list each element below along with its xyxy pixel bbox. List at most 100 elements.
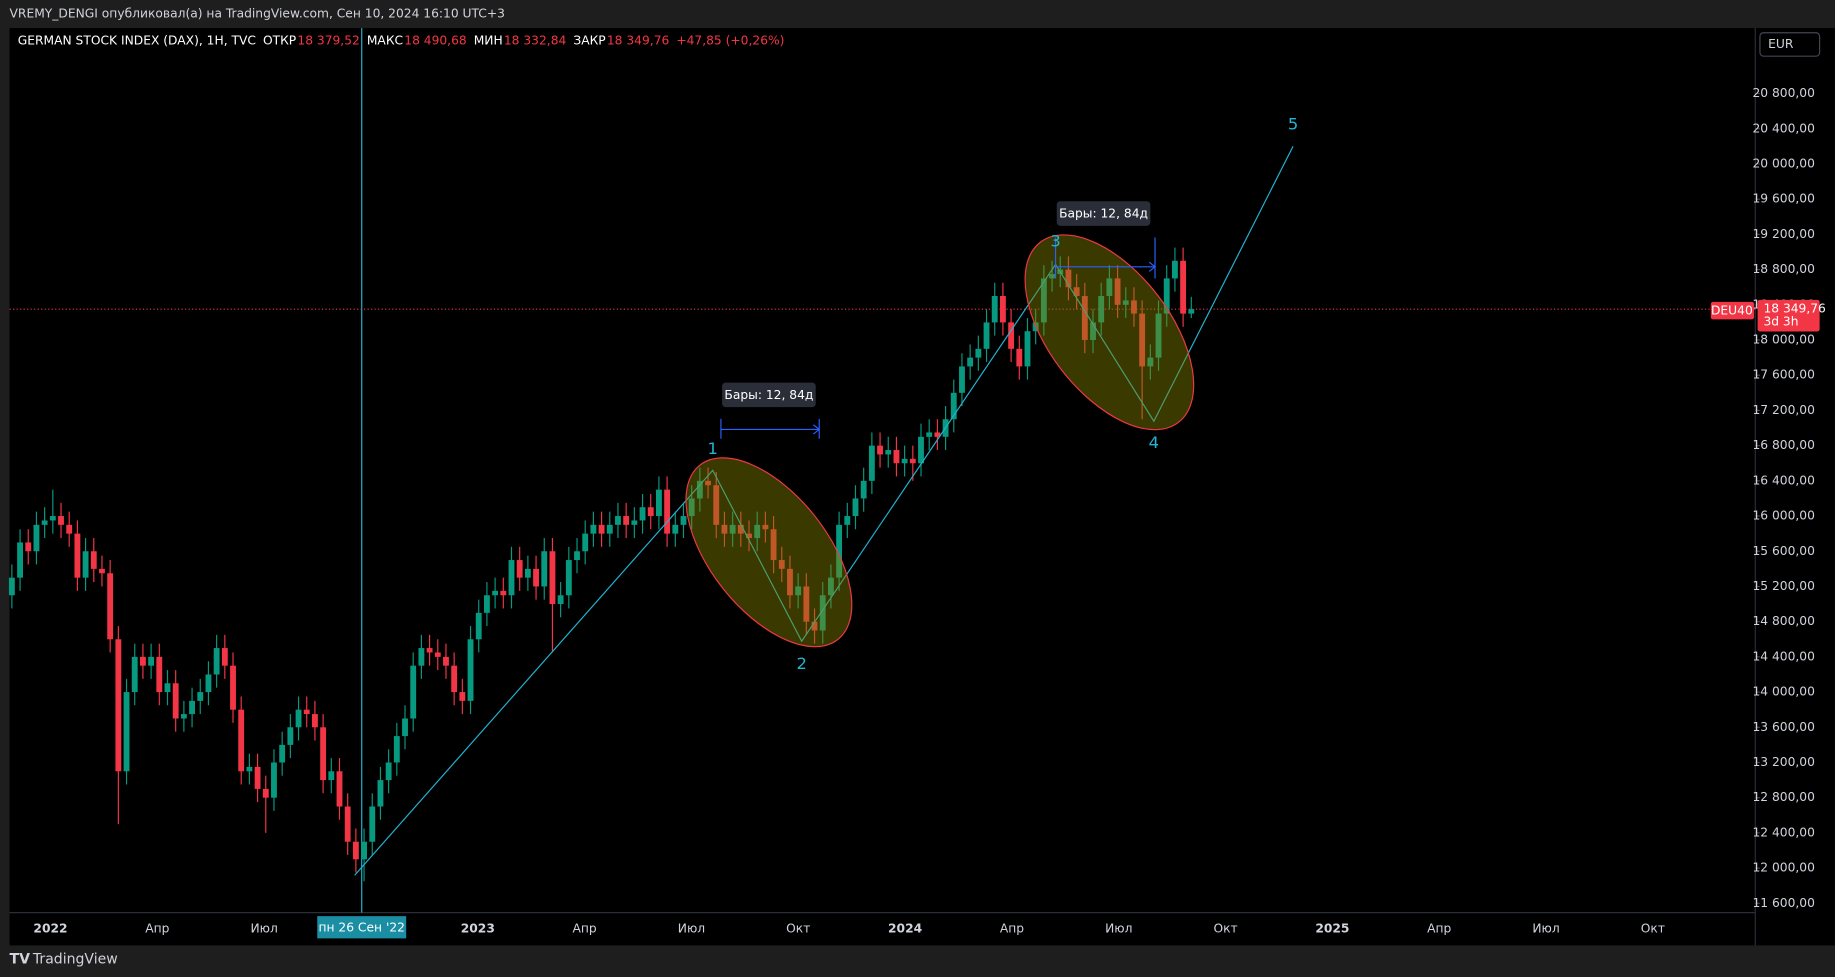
x-tick-label: Апр: [1000, 922, 1024, 936]
candle-body: [516, 560, 523, 578]
candle-body: [328, 771, 335, 781]
candle-body: [82, 551, 89, 578]
candle-body: [672, 524, 679, 534]
candle-body: [336, 771, 343, 807]
candle-body: [475, 612, 482, 640]
candle-body: [811, 621, 818, 631]
candle-body: [680, 516, 687, 525]
candle-body: [1155, 313, 1162, 358]
candle-body: [778, 560, 785, 569]
wave-line: [354, 145, 1294, 876]
candle-body: [254, 766, 261, 789]
ellipse: [685, 457, 853, 648]
symbol-box: [1710, 301, 1755, 320]
candle-body: [221, 648, 228, 666]
candle-body: [901, 458, 908, 464]
candle-body: [164, 683, 171, 693]
candle-body: [983, 322, 990, 349]
y-tick-label: 14 000,00: [1752, 685, 1814, 699]
range-label-box: [722, 382, 816, 408]
candle-body: [975, 348, 982, 358]
candle-body: [999, 296, 1006, 323]
candle-body: [795, 586, 802, 596]
candle-body: [17, 542, 23, 578]
candle-body: [623, 516, 630, 525]
candle-body: [885, 450, 892, 455]
candle-body: [582, 533, 589, 552]
y-tick-label: 19 600,00: [1752, 192, 1814, 206]
y-tick-label: 17 600,00: [1752, 368, 1814, 382]
candle-body: [426, 648, 433, 653]
y-tick-label: 14 400,00: [1752, 649, 1814, 663]
candle-body: [1188, 309, 1195, 314]
candle-body: [1090, 322, 1096, 341]
legend-value: 18 490,68: [404, 33, 466, 47]
y-tick-label: 20 800,00: [1752, 86, 1814, 100]
legend-name: МИН: [474, 33, 503, 47]
candle-body: [238, 709, 245, 772]
x-tick-label: Апр: [145, 922, 169, 936]
candle-body: [279, 744, 286, 763]
candle-body: [557, 595, 564, 605]
candle-body: [33, 524, 40, 552]
candle-body: [205, 674, 212, 693]
header: VREMY_DENGI опубликовал(а) на TradingVie…: [10, 7, 505, 21]
y-tick-label: 15 200,00: [1752, 579, 1814, 593]
candle-body: [729, 524, 736, 534]
logo-icon: TV: [10, 951, 31, 967]
candle-body: [1016, 348, 1023, 367]
candle-body: [959, 366, 965, 393]
candle-body: [1073, 287, 1080, 297]
candle-body: [25, 542, 32, 552]
range-arrowhead: [1148, 261, 1156, 272]
candle-body: [762, 524, 769, 530]
wave-label: 1: [708, 439, 718, 458]
y-tick-label: 16 800,00: [1752, 438, 1814, 452]
range-arrowhead: [812, 424, 821, 435]
candle-body: [721, 524, 728, 534]
legend-name: ЗАКР: [573, 33, 605, 47]
candle-body: [893, 450, 900, 464]
legend-change: +47,85 (+0,26%): [676, 33, 784, 47]
candle-body: [1040, 278, 1047, 323]
candle-body: [393, 736, 400, 763]
candle-body: [1131, 300, 1137, 314]
candle-body: [107, 573, 114, 640]
currency[interactable]: EUR: [1768, 37, 1794, 51]
candle-body: [1106, 278, 1113, 297]
candle-body: [1122, 300, 1129, 305]
candle-body: [705, 480, 711, 486]
candle-body: [377, 780, 384, 807]
candle-body: [90, 551, 97, 569]
candle-body: [352, 841, 359, 860]
candle-body: [836, 524, 843, 578]
x-tick-label: Июл: [1105, 922, 1132, 936]
candle-body: [271, 762, 277, 798]
y-tick-label: 12 400,00: [1752, 825, 1814, 839]
candle-body: [500, 590, 507, 596]
currency-button[interactable]: [1759, 32, 1821, 57]
x-tick-label: Апр: [1427, 922, 1451, 936]
candle-body: [66, 524, 73, 534]
candle-body: [1163, 278, 1170, 314]
candle-body: [574, 551, 580, 561]
candle-body: [492, 590, 499, 596]
candle-body: [868, 445, 875, 481]
candle-body: [934, 432, 941, 437]
y-tick-label: 20 400,00: [1752, 121, 1814, 135]
candle-body: [737, 524, 744, 534]
candle-body: [139, 656, 146, 666]
candle-body: [696, 480, 703, 499]
candle-body: [524, 568, 531, 578]
price-axis: [1755, 28, 1835, 946]
candle-body: [1180, 260, 1187, 314]
candle-body: [295, 709, 302, 728]
candle-body: [58, 516, 64, 525]
candle-body: [148, 656, 155, 666]
candle-body: [803, 586, 810, 622]
candle-body: [1081, 296, 1088, 341]
x-tick-label: Июл: [678, 922, 705, 936]
y-tick-label: 18 800,00: [1752, 262, 1814, 276]
candle-body: [197, 692, 204, 701]
legend-name: МАКС: [367, 33, 403, 47]
